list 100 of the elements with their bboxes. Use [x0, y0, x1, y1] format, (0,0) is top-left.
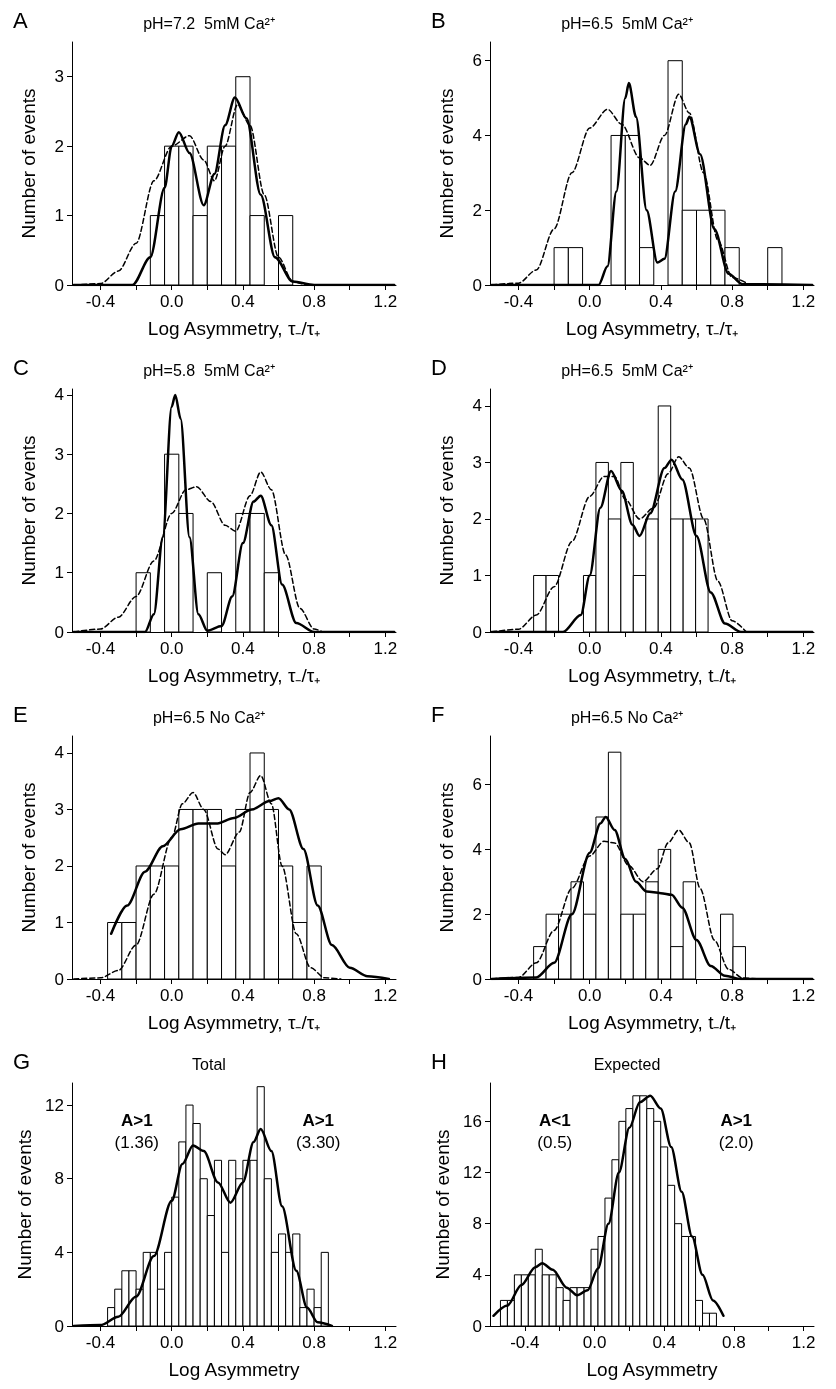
y-tick-label: 2 — [54, 856, 64, 876]
y-tick-label: 1 — [54, 206, 64, 226]
x-tick-label: 1.2 — [373, 986, 398, 1005]
annotation: A<1 (0.5) — [537, 1111, 573, 1153]
x-tick-label: -0.4 — [85, 292, 116, 311]
y-axis-title: Number of events — [14, 1129, 36, 1280]
y-tick-label: 3 — [54, 799, 64, 819]
x-tick-label: -0.4 — [503, 986, 534, 1005]
y-tick-label: 2 — [472, 509, 482, 529]
chart-title: D — [431, 354, 447, 380]
chart-subtitle: Total — [192, 1055, 226, 1073]
y-tick-label: 3 — [472, 452, 482, 472]
x-tick-label: -0.4 — [503, 639, 534, 658]
x-tick-label: 1.2 — [373, 292, 398, 311]
annotation: A>1 (3.30) — [296, 1111, 341, 1153]
x-tick-label: 1.2 — [791, 1333, 816, 1352]
x-tick-label: 0.4 — [652, 1333, 677, 1352]
chart-title: G — [13, 1048, 31, 1074]
y-tick-label: 2 — [472, 904, 482, 924]
x-tick-label: 0.4 — [231, 1333, 255, 1352]
y-axis-title: Number of events — [436, 435, 457, 586]
chart-title: F — [431, 701, 445, 727]
x-tick-label: 0.8 — [302, 1333, 326, 1352]
y-tick-label: 1 — [54, 563, 64, 583]
x-axis-title: Log Asymmetry, τ₋/τ₊ — [147, 318, 321, 339]
x-tick-label: 0.8 — [302, 292, 326, 311]
annotation: A>1 (1.36) — [114, 1111, 160, 1153]
y-tick-label: 0 — [54, 1316, 64, 1336]
y-tick-label: 16 — [463, 1111, 482, 1131]
x-tick-label: 1.2 — [373, 639, 398, 658]
x-tick-label: -0.4 — [503, 292, 534, 311]
x-tick-label: 0.8 — [720, 639, 744, 658]
x-tick-label: -0.4 — [85, 1333, 116, 1352]
x-tick-label: 0.0 — [577, 986, 602, 1005]
y-tick-label: 8 — [54, 1169, 64, 1189]
chart-subtitle: pH=7.2 5mM Ca²⁺ — [143, 14, 275, 32]
x-tick-label: 0.8 — [722, 1333, 746, 1352]
y-tick-label: 0 — [54, 622, 64, 642]
x-axis-title: Log Asymmetry, τ₋/τ₊ — [147, 1012, 321, 1033]
x-tick-label: 0.4 — [649, 986, 673, 1005]
y-axis-title: Number of events — [436, 782, 457, 933]
x-tick-label: 0.0 — [159, 292, 184, 311]
x-tick-label: -0.4 — [510, 1333, 540, 1352]
y-tick-label: 6 — [472, 51, 482, 71]
x-tick-label: 0.0 — [159, 639, 184, 658]
annotation: A>1 (2.0) — [718, 1111, 754, 1153]
y-tick-label: 2 — [472, 200, 482, 220]
y-tick-label: 4 — [54, 1242, 64, 1262]
chart-title: E — [13, 701, 28, 727]
y-axis-title: Number of events — [18, 435, 39, 586]
y-tick-label: 4 — [54, 385, 64, 405]
x-tick-label: 0.4 — [231, 292, 255, 311]
chart-subtitle: pH=5.8 5mM Ca²⁺ — [143, 361, 275, 379]
x-tick-label: 1.2 — [791, 292, 816, 311]
y-tick-label: 12 — [45, 1095, 64, 1115]
x-tick-label: 0.0 — [582, 1333, 607, 1352]
y-tick-label: 3 — [54, 67, 64, 87]
y-tick-label: 4 — [472, 125, 482, 145]
x-axis-title: Log Asymmetry — [586, 1359, 718, 1380]
y-axis-title: Number of events — [436, 88, 457, 239]
chart-subtitle: pH=6.5 5mM Ca²⁺ — [561, 361, 693, 379]
chart-subtitle: Expected — [593, 1055, 661, 1073]
x-tick-label: -0.4 — [85, 639, 116, 658]
y-tick-label: 0 — [472, 622, 482, 642]
y-tick-label: 0 — [472, 969, 482, 989]
x-tick-label: 0.4 — [649, 292, 673, 311]
y-tick-label: 0 — [472, 275, 482, 295]
y-axis-title: Number of events — [432, 1129, 454, 1280]
y-tick-label: 0 — [472, 1316, 482, 1336]
x-tick-label: 0.0 — [577, 292, 602, 311]
y-tick-label: 0 — [54, 969, 64, 989]
y-tick-label: 4 — [472, 396, 482, 416]
x-tick-label: 0.0 — [159, 986, 184, 1005]
x-axis-title: Log Asymmetry — [168, 1359, 300, 1380]
y-tick-label: 4 — [472, 1265, 482, 1285]
y-tick-label: 1 — [472, 565, 482, 585]
chart-title: C — [13, 354, 29, 380]
x-tick-label: 0.8 — [302, 639, 326, 658]
x-tick-label: 0.8 — [720, 292, 744, 311]
y-tick-label: 2 — [54, 503, 64, 523]
y-tick-label: 0 — [54, 275, 64, 295]
x-tick-label: 1.2 — [373, 1333, 398, 1352]
y-tick-label: 12 — [463, 1163, 482, 1183]
x-axis-title: Log Asymmetry, t₋/t₊ — [568, 1012, 736, 1033]
y-axis-title: Number of events — [18, 88, 39, 239]
y-tick-label: 2 — [54, 136, 64, 156]
y-tick-label: 1 — [54, 912, 64, 932]
x-axis-title: Log Asymmetry, t₋/t₊ — [568, 665, 736, 686]
chart-title: B — [431, 7, 446, 33]
x-tick-label: 0.0 — [159, 1333, 184, 1352]
chart-subtitle: pH=6.5 No Ca²⁺ — [570, 708, 684, 726]
x-tick-label: 1.2 — [791, 639, 816, 658]
chart-subtitle: pH=6.5 5mM Ca²⁺ — [561, 14, 693, 32]
chart-title: H — [431, 1048, 447, 1074]
x-tick-label: 0.0 — [577, 639, 602, 658]
x-tick-label: 0.4 — [231, 639, 255, 658]
y-tick-label: 8 — [472, 1214, 482, 1234]
x-tick-label: -0.4 — [85, 986, 116, 1005]
x-tick-label: 0.4 — [649, 639, 673, 658]
x-axis-title: Log Asymmetry, τ₋/τ₊ — [147, 665, 321, 686]
